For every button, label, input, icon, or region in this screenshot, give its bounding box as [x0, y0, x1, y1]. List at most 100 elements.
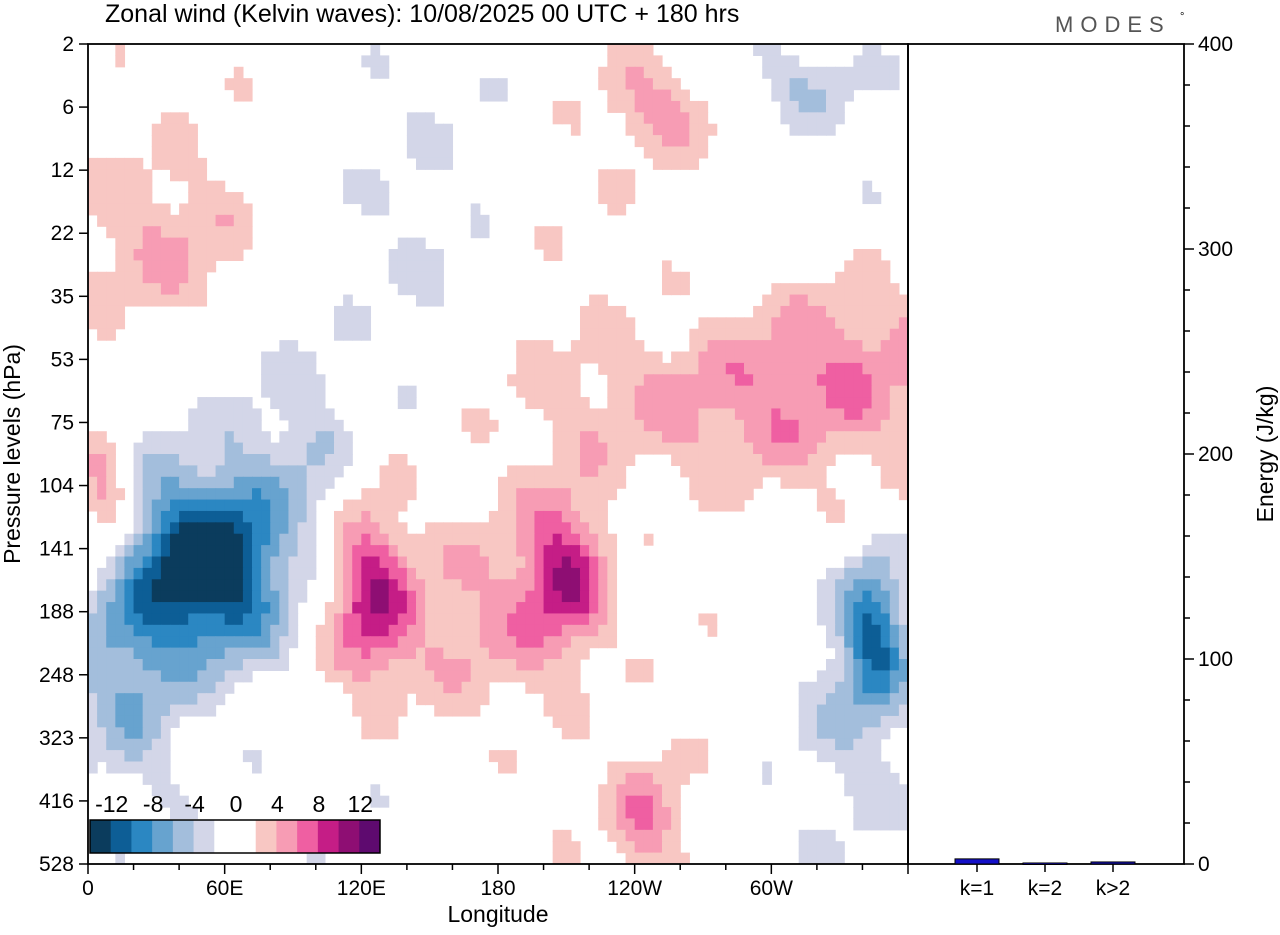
- heatmap-cell: [580, 340, 590, 353]
- heatmap-cell: [889, 624, 900, 637]
- heatmap-cell: [543, 249, 554, 261]
- heatmap-cell: [780, 374, 791, 387]
- heatmap-cell: [589, 465, 599, 478]
- heatmap-cell: [507, 510, 517, 523]
- heatmap-cell: [835, 408, 845, 421]
- heatmap-cell: [142, 499, 153, 512]
- heatmap-cell: [443, 146, 454, 159]
- heatmap-cell: [598, 795, 608, 808]
- heatmap-cell: [771, 44, 782, 56]
- heatmap-cell: [835, 647, 845, 660]
- heatmap-cell: [662, 772, 672, 785]
- heatmap-cell: [707, 476, 718, 489]
- heatmap-cell: [570, 624, 581, 637]
- heatmap-cell: [197, 157, 208, 170]
- heatmap-cell: [844, 567, 854, 580]
- heatmap-cell: [261, 567, 271, 580]
- heatmap-cell: [552, 852, 563, 864]
- heatmap-cell: [215, 237, 226, 250]
- heatmap-cell: [142, 727, 153, 740]
- heatmap-cell: [261, 533, 271, 546]
- heatmap-cell: [652, 66, 663, 79]
- heatmap-cell: [488, 89, 499, 102]
- heatmap-cell: [88, 693, 98, 706]
- heatmap-cell: [880, 465, 891, 478]
- heatmap-cell: [561, 704, 572, 717]
- heatmap-cell: [379, 590, 390, 603]
- heatmap-cell: [543, 510, 554, 523]
- heatmap-cell: [844, 408, 854, 421]
- heatmap-cell: [452, 624, 463, 637]
- heatmap-cell: [106, 465, 116, 478]
- heatmap-cell: [388, 522, 399, 535]
- heatmap-cell: [871, 454, 882, 466]
- heatmap-cell: [671, 271, 681, 284]
- heatmap-cell: [662, 419, 672, 432]
- heatmap-cell: [406, 488, 417, 501]
- heatmap-cell: [552, 385, 563, 398]
- heatmap-cell: [853, 567, 864, 580]
- heatmap-cell: [671, 362, 681, 375]
- heatmap-cell: [534, 499, 545, 512]
- heatmap-cell: [461, 419, 472, 432]
- heatmap-cell: [88, 704, 98, 717]
- heatmap-cell: [671, 100, 681, 113]
- heatmap-cell: [680, 465, 690, 478]
- heatmap-cell: [716, 454, 727, 466]
- heatmap-cell: [406, 647, 417, 660]
- heatmap-cell: [771, 385, 782, 398]
- heatmap-cell: [889, 305, 900, 318]
- heatmap-cell: [498, 579, 508, 592]
- heatmap-cell: [261, 522, 271, 535]
- heatmap-cell: [479, 613, 490, 626]
- y-tick-label: 528: [39, 853, 74, 876]
- heatmap-cell: [188, 613, 198, 626]
- heatmap-cell: [179, 567, 189, 580]
- heatmap-cell: [616, 431, 627, 444]
- energy-plot-frame: [907, 43, 1185, 865]
- heatmap-cell: [607, 829, 618, 842]
- heatmap-cell: [880, 715, 891, 728]
- heatmap-cell: [197, 249, 208, 261]
- heatmap-cell: [662, 431, 672, 444]
- heatmap-cell: [616, 807, 627, 820]
- heatmap-cell: [807, 374, 818, 387]
- heatmap-cell: [853, 647, 864, 660]
- heatmap-cell: [397, 545, 408, 558]
- heatmap-cell: [97, 431, 107, 444]
- heatmap-cell: [133, 727, 144, 740]
- heatmap-cell: [270, 556, 280, 569]
- heatmap-cell: [252, 522, 262, 535]
- heatmap-cell: [106, 510, 116, 523]
- heatmap-cell: [889, 442, 900, 455]
- heatmap-cell: [297, 590, 308, 603]
- heatmap-cell: [279, 408, 290, 421]
- heatmap-cell: [835, 89, 845, 102]
- heatmap-cell: [306, 362, 317, 375]
- heatmap-cell: [133, 624, 144, 637]
- heatmap-cell: [416, 545, 426, 558]
- heatmap-cell: [662, 385, 672, 398]
- heatmap-cell: [789, 374, 800, 387]
- heatmap-cell: [115, 567, 126, 580]
- heatmap-cell: [179, 613, 189, 626]
- heatmap-cell: [179, 476, 189, 489]
- heatmap-cell: [206, 249, 217, 261]
- heatmap-cell: [561, 681, 572, 694]
- heatmap-cell: [607, 488, 618, 501]
- heatmap-cell: [88, 681, 98, 694]
- heatmap-cell: [160, 636, 171, 649]
- heatmap-cell: [780, 465, 791, 478]
- heatmap-cell: [634, 807, 645, 820]
- heatmap-cell: [762, 66, 772, 79]
- heatmap-cell: [488, 659, 499, 671]
- heatmap-cell: [142, 214, 153, 227]
- heatmap-cell: [215, 465, 226, 478]
- heatmap-cell: [826, 419, 836, 432]
- heatmap-cell: [197, 693, 208, 706]
- heatmap-cell: [361, 567, 372, 580]
- heatmap-cell: [133, 613, 144, 626]
- heatmap-cell: [543, 465, 554, 478]
- heatmap-cell: [215, 192, 226, 205]
- heatmap-cell: [279, 556, 290, 569]
